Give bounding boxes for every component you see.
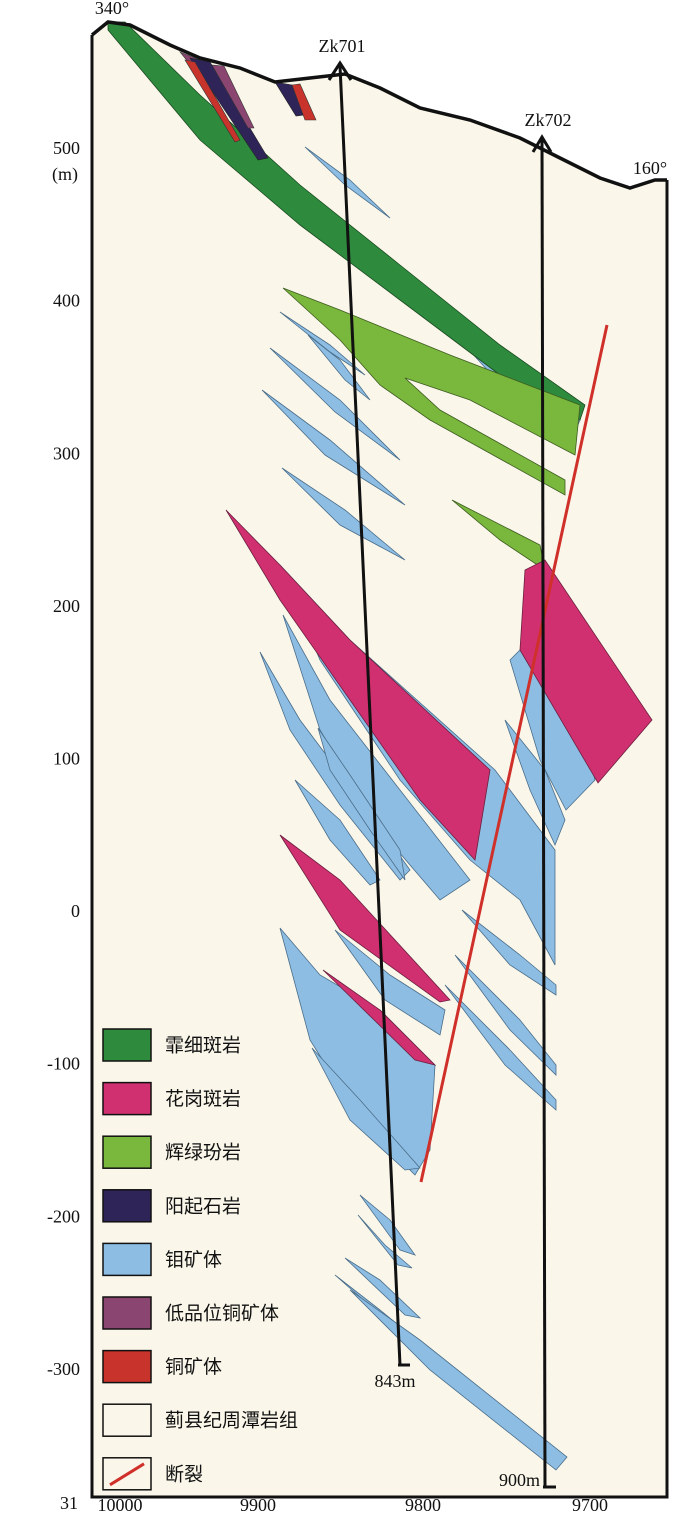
- legend-label: 辉绿玢岩: [165, 1142, 241, 1164]
- copper: [184, 59, 241, 143]
- fault: [419, 324, 609, 1183]
- legend-swatch: [102, 1403, 152, 1437]
- drill-name: Zk701: [319, 36, 366, 56]
- drill-depth: 900m: [499, 1470, 540, 1490]
- drill-zk702: [531, 134, 556, 1489]
- drill-name: Zk702: [525, 110, 572, 130]
- x-tick-label: 9800: [405, 1495, 441, 1515]
- legend-swatch: [102, 1135, 152, 1169]
- orientation: 160°: [633, 158, 667, 178]
- x-tick-label: 9700: [572, 1495, 608, 1515]
- legend-swatch: [102, 1242, 152, 1277]
- legend-label: 霏细斑岩: [165, 1035, 241, 1057]
- legend-swatch: [102, 1028, 152, 1062]
- x-tick-label: 10000: [98, 1495, 143, 1515]
- actinolite: [189, 57, 269, 161]
- drill-zk701: [327, 60, 410, 1367]
- legend-label: 铜矿体: [165, 1356, 222, 1378]
- granite-porphyry: [279, 834, 451, 1003]
- y-tick-label: 500: [53, 138, 80, 158]
- surface-line: [90, 20, 667, 190]
- legend-label: 花岗斑岩: [165, 1088, 241, 1110]
- legend-label: 断裂: [165, 1463, 203, 1485]
- legend-swatch: [102, 1081, 152, 1116]
- granite-porphyry: [225, 509, 491, 861]
- legend-fault: [109, 1462, 145, 1487]
- legend-label: 钼矿体: [165, 1249, 222, 1271]
- corner-label: 31: [60, 1493, 78, 1513]
- legend-swatch: [102, 1349, 152, 1384]
- legend-swatch: [102, 1296, 152, 1330]
- diabase: [282, 287, 581, 496]
- orientation: 340°: [95, 0, 129, 18]
- copper: [291, 83, 317, 121]
- drill-depth: 843m: [374, 1371, 415, 1391]
- x-tick-label: 9900: [240, 1495, 276, 1515]
- legend-label: 低品位铜矿体: [165, 1303, 279, 1325]
- y-tick-label: 300: [53, 443, 80, 463]
- y-tick-label: 400: [53, 291, 80, 311]
- y-unit: (m): [52, 164, 78, 185]
- legend-label: 阳起石岩: [165, 1195, 241, 1217]
- y-tick-label: 100: [53, 749, 80, 769]
- y-tick-label: -300: [47, 1359, 80, 1379]
- y-tick-label: -200: [47, 1206, 80, 1226]
- legend-label: 蓟县纪周潭岩组: [165, 1410, 298, 1432]
- y-tick-label: -100: [47, 1054, 80, 1074]
- legend-swatch: [102, 1189, 152, 1223]
- y-tick-label: 0: [71, 901, 80, 921]
- y-tick-label: 200: [53, 596, 80, 616]
- frame: [90, 35, 669, 1499]
- low-grade-copper: [211, 64, 255, 129]
